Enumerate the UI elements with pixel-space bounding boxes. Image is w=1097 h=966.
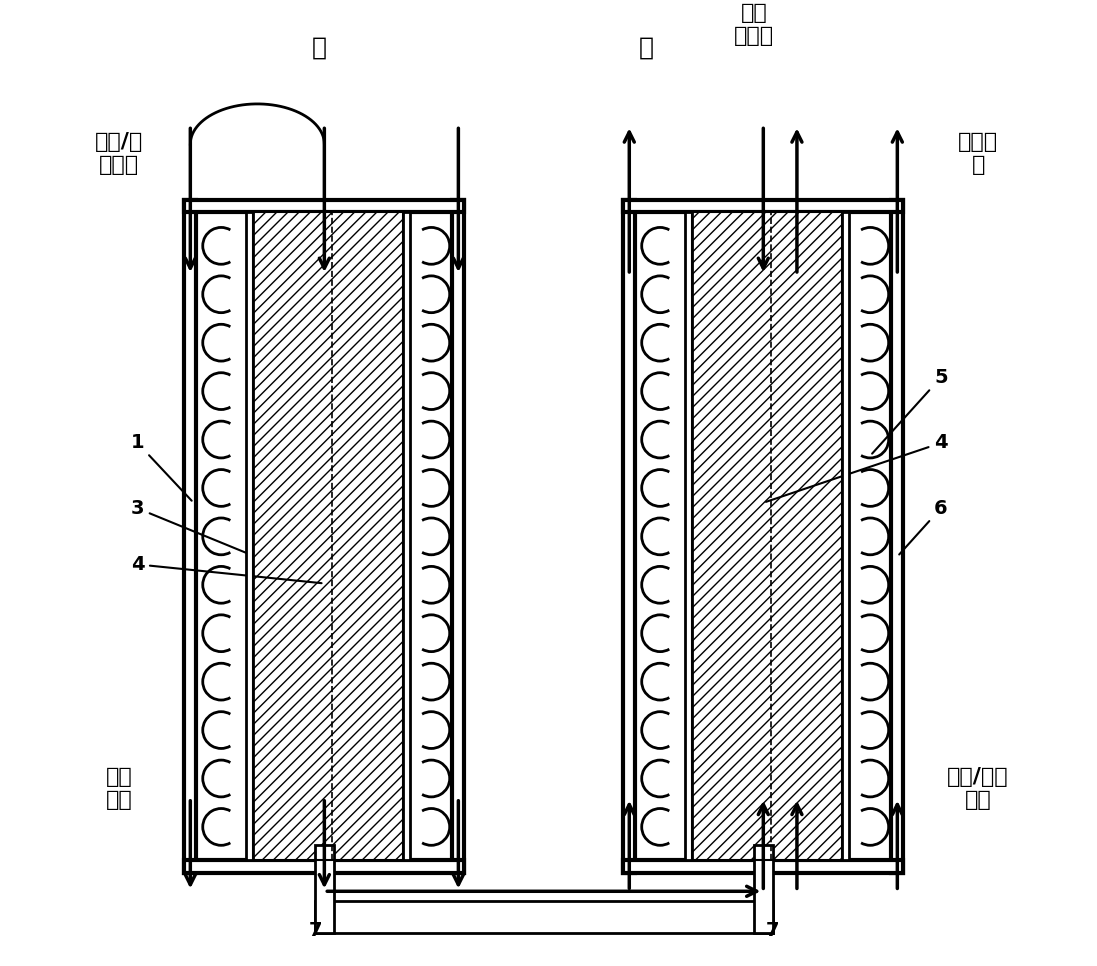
Bar bbox=[253, 213, 403, 861]
Text: 7: 7 bbox=[766, 921, 779, 940]
Bar bbox=[315, 900, 772, 933]
Text: 6: 6 bbox=[900, 498, 948, 554]
Text: 燃料/空
气预混: 燃料/空 气预混 bbox=[94, 131, 143, 175]
Text: 4: 4 bbox=[766, 434, 948, 502]
Text: 燃料/空气
预混: 燃料/空气 预混 bbox=[948, 767, 1009, 810]
Text: 燃烧
尾气: 燃烧 尾气 bbox=[105, 767, 133, 810]
Bar bbox=[184, 861, 464, 872]
Bar bbox=[315, 844, 333, 933]
Text: 7: 7 bbox=[308, 921, 321, 940]
Bar bbox=[685, 213, 692, 861]
Text: 氨: 氨 bbox=[313, 36, 327, 60]
Bar bbox=[692, 213, 841, 861]
Bar bbox=[184, 200, 464, 213]
Text: 燃烧尾
气: 燃烧尾 气 bbox=[958, 131, 998, 175]
Text: 5: 5 bbox=[872, 368, 948, 454]
Bar bbox=[184, 200, 196, 872]
Bar bbox=[692, 213, 841, 861]
Text: 4: 4 bbox=[131, 554, 321, 583]
Text: 1: 1 bbox=[131, 434, 192, 500]
Text: 氨: 氨 bbox=[640, 36, 654, 60]
Bar bbox=[891, 200, 904, 872]
Bar bbox=[841, 213, 849, 861]
Bar bbox=[253, 213, 403, 861]
Bar bbox=[623, 200, 635, 872]
Bar bbox=[246, 213, 253, 861]
Bar bbox=[754, 844, 772, 933]
Bar bbox=[403, 213, 410, 861]
Bar bbox=[452, 200, 464, 872]
Bar bbox=[623, 200, 904, 213]
Text: 3: 3 bbox=[131, 498, 252, 555]
Text: 氢氮
混合气: 氢氮 混合气 bbox=[734, 3, 774, 46]
Bar bbox=[623, 861, 904, 872]
